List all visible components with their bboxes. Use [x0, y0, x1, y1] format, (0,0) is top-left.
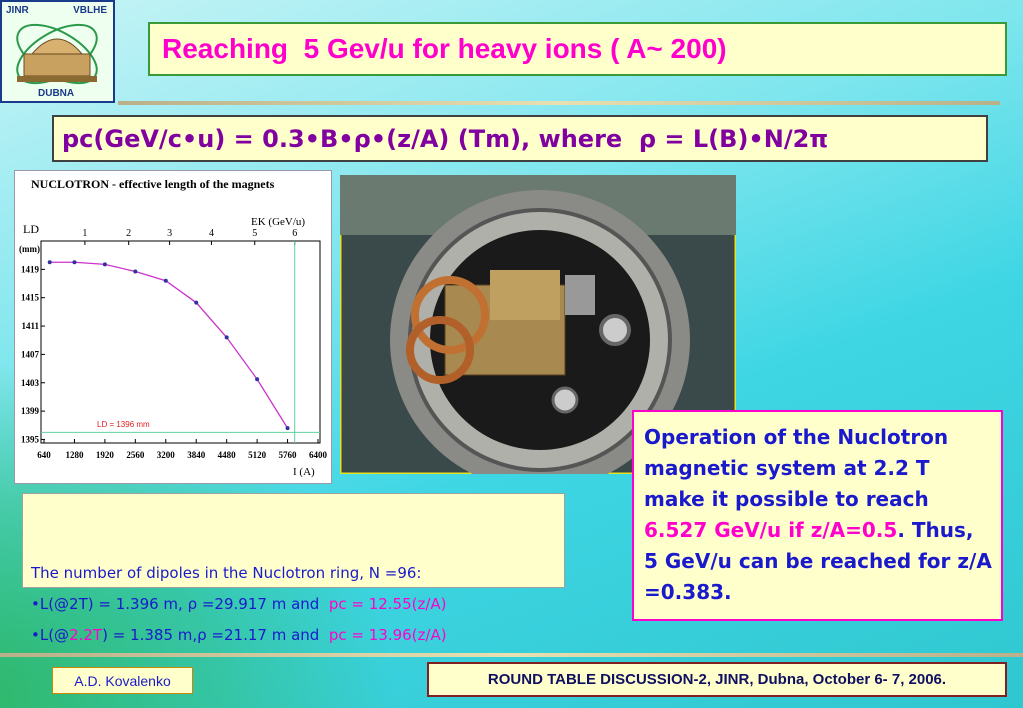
y-tick-label: 1403	[21, 378, 40, 388]
data-point	[47, 260, 52, 265]
dipole-text: pc = 12.55(z/A)	[328, 595, 447, 613]
footer-event-box: ROUND TABLE DISCUSSION-2, JINR, Dubna, O…	[427, 662, 1007, 697]
x-tick-label: 4480	[218, 450, 237, 460]
x2-tick-label: 2	[126, 228, 131, 239]
dipole-text: The number of dipoles in the Nuclotron r…	[31, 564, 422, 582]
title-box: Reaching 5 Gev/u for heavy ions ( A~ 200…	[148, 22, 1007, 76]
x-tick-label: 3200	[157, 450, 176, 460]
annotation: LD = 1396 mm	[97, 420, 150, 429]
y-tick-label: 1399	[21, 406, 40, 416]
x-tick-label: 5120	[248, 450, 267, 460]
x2-axis-label: EK (GeV/u)	[251, 216, 305, 228]
logo-text: VBLHE	[73, 5, 107, 16]
data-point	[133, 269, 138, 274]
x-tick-label: 5760	[279, 450, 298, 460]
footer-author: A.D. Kovalenko	[74, 673, 171, 689]
dipoles-lines: The number of dipoles in the Nuclotron r…	[31, 558, 556, 651]
note-text: Operation of the Nuclotron magnetic syst…	[644, 425, 949, 511]
slide-title: Reaching 5 Gev/u for heavy ions ( A~ 200…	[162, 33, 727, 64]
data-point	[224, 335, 229, 340]
dipole-text: pc = 13.96(z/A)	[328, 626, 447, 644]
x-tick-label: 640	[37, 450, 51, 460]
dipoles-box: The number of dipoles in the Nuclotron r…	[22, 493, 565, 644]
logo-text: DUBNA	[38, 88, 75, 99]
x-tick-label: 2560	[126, 450, 145, 460]
y-tick-label: 1411	[21, 321, 39, 331]
y-axis-unit: (mm)	[19, 244, 40, 254]
dipole-line: •L(@2T) = 1.396 m, ρ =29.917 m and pc = …	[31, 589, 556, 620]
dipole-line: •L(@2.2T) = 1.385 m,ρ =21.17 m and pc = …	[31, 620, 556, 651]
dipole-line: The number of dipoles in the Nuclotron r…	[31, 558, 556, 589]
y-tick-label: 1415	[21, 293, 40, 303]
x2-tick-label: 1	[82, 228, 87, 239]
divider	[118, 101, 1000, 105]
x2-tick-label: 5	[252, 228, 257, 239]
data-point	[194, 300, 199, 305]
x2-tick-label: 3	[167, 228, 172, 239]
y-tick-label: 1407	[21, 349, 40, 359]
x2-tick-label: 4	[209, 228, 214, 239]
note-box: Operation of the Nuclotron magnetic syst…	[632, 410, 1003, 621]
note-highlight: 6.527 GeV/u if z/A=0.5	[644, 518, 898, 542]
dipole-text: •L(@2T) = 1.396 m, ρ =29.917 m and	[31, 595, 329, 613]
chart-title: NUCLOTRON - effective length of the magn…	[31, 177, 275, 191]
photo	[340, 175, 736, 474]
formula: pc(GeV/c•u) = 0.3•B•ρ•(z/A) (Tm), where …	[62, 125, 829, 153]
footer-author-box: A.D. Kovalenko	[52, 667, 193, 694]
y-axis-label: LD	[23, 222, 39, 236]
formula-box: pc(GeV/c•u) = 0.3•B•ρ•(z/A) (Tm), where …	[52, 115, 988, 162]
logo-art	[16, 23, 98, 85]
dipole-text: •L(@	[31, 626, 70, 644]
x2-tick-label: 6	[292, 228, 297, 239]
dipole-text: ) = 1.385 m,ρ =21.17 m and	[102, 626, 329, 644]
y-tick-label: 1419	[21, 264, 40, 274]
dipole-text: 2.2T	[69, 626, 103, 644]
data-point	[255, 377, 260, 382]
data-point	[72, 260, 77, 265]
data-point	[163, 278, 168, 283]
plot-frame	[40, 240, 321, 444]
note-text: . Thus, 5 GeV/u can be reached for z/A =…	[644, 518, 992, 604]
x-axis-label: I (A)	[293, 466, 315, 478]
x-tick-label: 1920	[96, 450, 115, 460]
data-point	[102, 262, 107, 267]
y-tick-label: 1395	[21, 434, 40, 444]
data-line	[49, 261, 289, 429]
divider	[0, 653, 1023, 657]
x-tick-label: 6400	[309, 450, 328, 460]
footer-event: ROUND TABLE DISCUSSION-2, JINR, Dubna, O…	[487, 671, 947, 688]
x-tick-label: 1280	[65, 450, 84, 460]
logo: JINR VBLHE DUBNA	[0, 0, 115, 103]
x-tick-label: 3840	[187, 450, 206, 460]
logo-text: JINR	[6, 5, 29, 16]
chart: NUCLOTRON - effective length of the magn…	[14, 170, 332, 484]
data-point	[285, 426, 290, 431]
